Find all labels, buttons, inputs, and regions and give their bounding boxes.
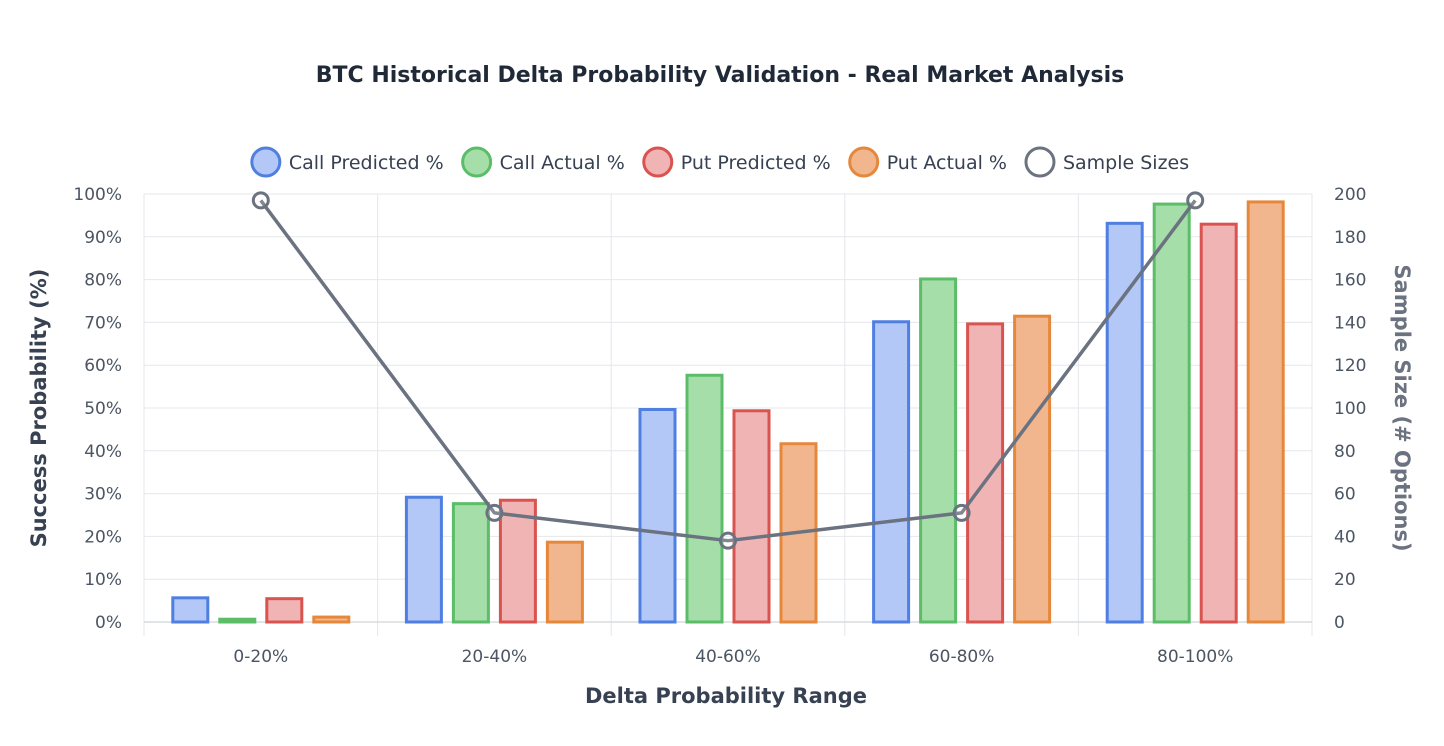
grid-lines	[143, 193, 1313, 636]
x-tick-label: 60-80%	[929, 647, 995, 667]
legend-item: Call Actual %	[461, 146, 625, 178]
y-axis-title: Success Probability (%)	[27, 269, 51, 548]
sample-size-line	[251, 191, 1205, 550]
y2-tick-label: 40	[1334, 527, 1356, 547]
bar	[1246, 200, 1285, 624]
x-tick-label: 80-100%	[1157, 647, 1233, 667]
y2-tick-label: 60	[1334, 485, 1356, 505]
bar	[171, 596, 210, 624]
y-tick-label: 100%	[73, 185, 122, 205]
legend-item: Put Actual %	[848, 146, 1007, 178]
bar	[966, 322, 1005, 624]
y-tick-label: 0%	[95, 613, 122, 633]
y2-tick-label: 200	[1334, 185, 1366, 205]
sample-size-point	[952, 503, 971, 522]
y-tick-label: 30%	[84, 485, 122, 505]
bar	[638, 408, 677, 624]
y2-tick-label: 0	[1334, 613, 1345, 633]
legend-swatch	[461, 146, 493, 178]
sample-size-point	[1186, 191, 1205, 210]
y2-tick-label: 100	[1334, 399, 1366, 419]
x-tick-label: 0-20%	[233, 647, 288, 667]
bar	[1013, 314, 1052, 624]
legend-label: Put Actual %	[887, 152, 1007, 174]
x-tick-label: 20-40%	[462, 647, 528, 667]
x-axis-ticks: 0-20% 20-40% 40-60% 60-80% 80-100%	[233, 647, 1233, 667]
legend-swatch	[250, 146, 282, 178]
y2-axis-title: Sample Size (# Options)	[1390, 264, 1414, 551]
legend-item: Sample Sizes	[1024, 146, 1189, 178]
legend-label: Put Predicted %	[681, 152, 831, 174]
sample-size-point	[251, 191, 270, 210]
bar	[218, 617, 257, 624]
bar	[265, 597, 304, 624]
bar	[498, 498, 537, 624]
legend-label: Sample Sizes	[1063, 152, 1189, 174]
bar	[451, 502, 490, 624]
x-tick-label: 40-60%	[695, 647, 761, 667]
y-tick-label: 70%	[84, 313, 122, 333]
bars-group	[171, 200, 1285, 624]
y-tick-label: 10%	[84, 570, 122, 590]
y-tick-label: 40%	[84, 442, 122, 462]
bar	[732, 409, 771, 624]
y2-tick-label: 180	[1334, 228, 1366, 248]
y2-tick-label: 160	[1334, 271, 1366, 291]
sample-size-line-path	[259, 199, 1197, 543]
legend-swatch	[642, 146, 674, 178]
legend-label: Call Predicted %	[289, 152, 444, 174]
legend-swatch	[1024, 146, 1056, 178]
y2-tick-label: 120	[1334, 356, 1366, 376]
legend-item: Call Predicted %	[250, 146, 444, 178]
y-tick-label: 80%	[84, 271, 122, 291]
bar	[1199, 222, 1238, 624]
bar	[312, 615, 351, 624]
bar	[919, 277, 958, 624]
right-axis-ticks: 0 20 40 60 80 100 120 140 160 180 200	[1334, 185, 1366, 633]
bar	[545, 540, 584, 624]
bar	[872, 320, 911, 624]
sample-size-point	[719, 531, 737, 550]
bar	[1105, 221, 1144, 624]
x-axis-title: Delta Probability Range	[585, 684, 867, 708]
legend-item: Put Predicted %	[642, 146, 831, 178]
y-tick-label: 60%	[84, 356, 122, 376]
bar	[685, 373, 724, 624]
y2-tick-label: 20	[1334, 570, 1356, 590]
y-tick-label: 50%	[84, 399, 122, 419]
y-tick-label: 90%	[84, 228, 122, 248]
legend-label: Call Actual %	[500, 152, 625, 174]
y2-tick-label: 80	[1334, 442, 1356, 462]
chart-title: BTC Historical Delta Probability Validat…	[316, 63, 1124, 88]
left-axis-ticks: 0% 10% 20% 30% 40% 50% 60% 70% 80% 90% 100%	[73, 185, 122, 633]
bar	[404, 495, 443, 624]
legend-swatch	[848, 146, 880, 178]
bar	[1152, 202, 1191, 624]
y-tick-label: 20%	[84, 527, 122, 547]
y2-tick-label: 140	[1334, 313, 1366, 333]
sample-size-point	[485, 503, 504, 522]
chart-legend: Call Predicted % Call Actual % Put Predict…	[250, 146, 1189, 178]
